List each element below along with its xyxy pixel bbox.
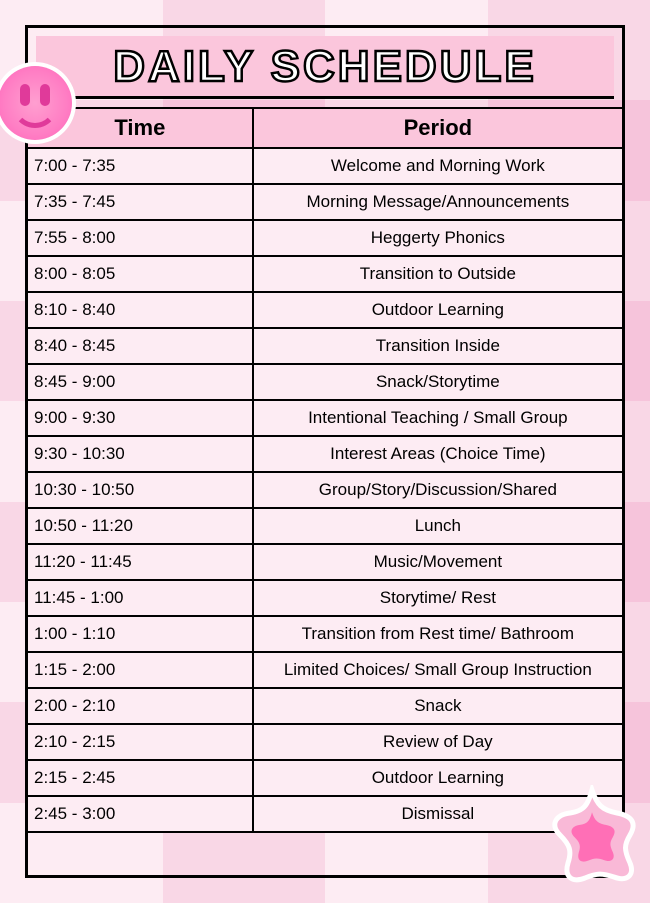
cell-period: Storytime/ Rest (254, 581, 622, 617)
table-row: 11:45 - 1:00Storytime/ Rest (28, 581, 622, 617)
cell-period: Morning Message/Announcements (254, 185, 622, 221)
table-row: 7:55 - 8:00Heggerty Phonics (28, 221, 622, 257)
table-row: 7:35 - 7:45Morning Message/Announcements (28, 185, 622, 221)
cell-period: Outdoor Learning (254, 293, 622, 329)
cell-time: 1:15 - 2:00 (28, 653, 254, 689)
table-row: 1:00 - 1:10Transition from Rest time/ Ba… (28, 617, 622, 653)
cell-time: 1:00 - 1:10 (28, 617, 254, 653)
table-row: 8:45 - 9:00Snack/Storytime (28, 365, 622, 401)
cell-time: 10:30 - 10:50 (28, 473, 254, 509)
table-row: 10:50 - 11:20Lunch (28, 509, 622, 545)
header-period: Period (254, 109, 622, 149)
cell-period: Welcome and Morning Work (254, 149, 622, 185)
table-header: Time Period (28, 107, 622, 149)
table-row: 9:30 - 10:30Interest Areas (Choice Time) (28, 437, 622, 473)
table-row: 7:00 - 7:35Welcome and Morning Work (28, 149, 622, 185)
cell-time: 8:40 - 8:45 (28, 329, 254, 365)
cell-period: Limited Choices/ Small Group Instruction (254, 653, 622, 689)
cell-time: 7:00 - 7:35 (28, 149, 254, 185)
cell-period: Snack/Storytime (254, 365, 622, 401)
schedule-frame: DAILY SCHEDULE Time Period 7:00 - 7:35We… (25, 25, 625, 878)
smiley-sticker-icon (0, 62, 76, 144)
cell-time: 2:15 - 2:45 (28, 761, 254, 797)
cell-period: Transition Inside (254, 329, 622, 365)
table-row: 8:40 - 8:45Transition Inside (28, 329, 622, 365)
cell-period: Transition to Outside (254, 257, 622, 293)
cell-period: Heggerty Phonics (254, 221, 622, 257)
table-row: 8:10 - 8:40Outdoor Learning (28, 293, 622, 329)
table-row: 8:00 - 8:05Transition to Outside (28, 257, 622, 293)
page-title: DAILY SCHEDULE (40, 42, 610, 92)
cell-time: 8:10 - 8:40 (28, 293, 254, 329)
cell-time: 9:30 - 10:30 (28, 437, 254, 473)
table-row: 2:15 - 2:45Outdoor Learning (28, 761, 622, 797)
cell-period: Transition from Rest time/ Bathroom (254, 617, 622, 653)
cell-time: 8:00 - 8:05 (28, 257, 254, 293)
cell-period: Intentional Teaching / Small Group (254, 401, 622, 437)
cell-time: 2:10 - 2:15 (28, 725, 254, 761)
table-row: 9:00 - 9:30Intentional Teaching / Small … (28, 401, 622, 437)
cell-time: 11:20 - 11:45 (28, 545, 254, 581)
cell-period: Group/Story/Discussion/Shared (254, 473, 622, 509)
star-sticker-icon (542, 785, 642, 885)
table-body: 7:00 - 7:35Welcome and Morning Work7:35 … (28, 149, 622, 833)
cell-period: Lunch (254, 509, 622, 545)
cell-period: Interest Areas (Choice Time) (254, 437, 622, 473)
cell-time: 8:45 - 9:00 (28, 365, 254, 401)
cell-time: 10:50 - 11:20 (28, 509, 254, 545)
cell-time: 7:55 - 8:00 (28, 221, 254, 257)
table-row: 2:45 - 3:00Dismissal (28, 797, 622, 833)
cell-time: 9:00 - 9:30 (28, 401, 254, 437)
cell-period: Music/Movement (254, 545, 622, 581)
cell-period: Review of Day (254, 725, 622, 761)
table-row: 2:10 - 2:15Review of Day (28, 725, 622, 761)
title-banner: DAILY SCHEDULE (36, 36, 614, 99)
table-row: 10:30 - 10:50Group/Story/Discussion/Shar… (28, 473, 622, 509)
cell-time: 7:35 - 7:45 (28, 185, 254, 221)
table-row: 2:00 - 2:10Snack (28, 689, 622, 725)
cell-time: 11:45 - 1:00 (28, 581, 254, 617)
cell-time: 2:00 - 2:10 (28, 689, 254, 725)
cell-period: Snack (254, 689, 622, 725)
table-row: 11:20 - 11:45Music/Movement (28, 545, 622, 581)
cell-time: 2:45 - 3:00 (28, 797, 254, 833)
table-row: 1:15 - 2:00Limited Choices/ Small Group … (28, 653, 622, 689)
